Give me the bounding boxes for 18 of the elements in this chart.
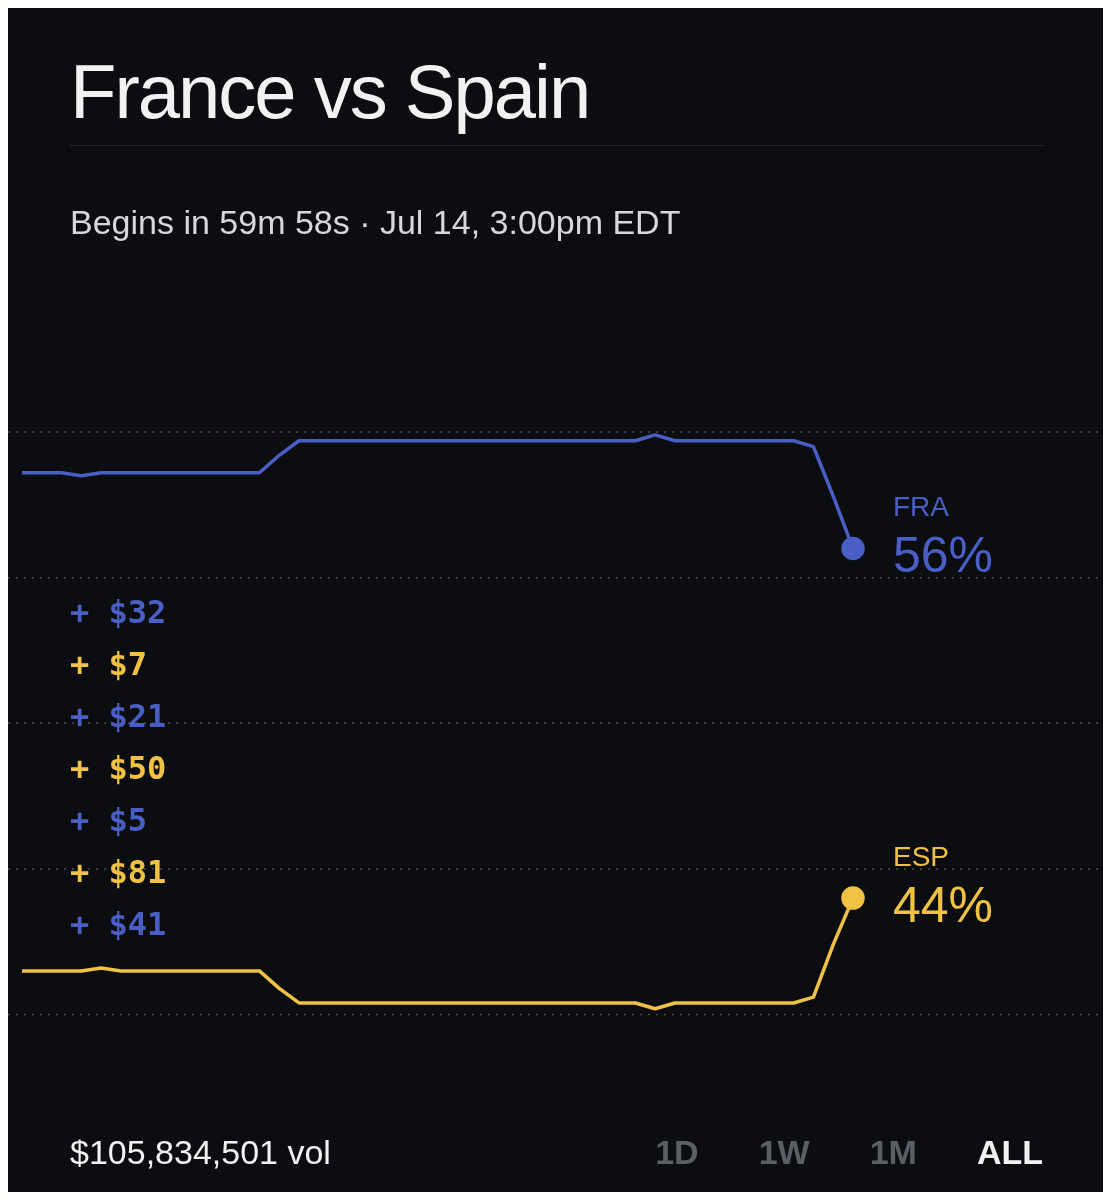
chart-title: France vs Spain	[70, 48, 591, 135]
annotation: + $7	[70, 644, 149, 685]
annotation: + $21	[70, 696, 167, 737]
annotation: + $41	[70, 904, 167, 945]
series-label: ESP	[893, 840, 950, 872]
annotation: + $81	[70, 852, 167, 893]
data-label: 44%	[893, 876, 994, 933]
text: ALL	[976, 1133, 1043, 1172]
annotation: + $32	[70, 592, 167, 633]
chart-subtitle: Begins in 59m 58s · Jul 14, 3:00pm EDT	[70, 203, 681, 242]
text: 1W	[758, 1133, 810, 1172]
text: $105,834,501 vol	[70, 1133, 331, 1172]
data-label: 56%	[893, 527, 994, 584]
annotation: + $50	[70, 748, 167, 789]
series-label: FRA	[893, 491, 950, 523]
text: 1D	[655, 1133, 699, 1172]
annotation: + $5	[70, 800, 149, 841]
text: 1M	[869, 1133, 917, 1172]
